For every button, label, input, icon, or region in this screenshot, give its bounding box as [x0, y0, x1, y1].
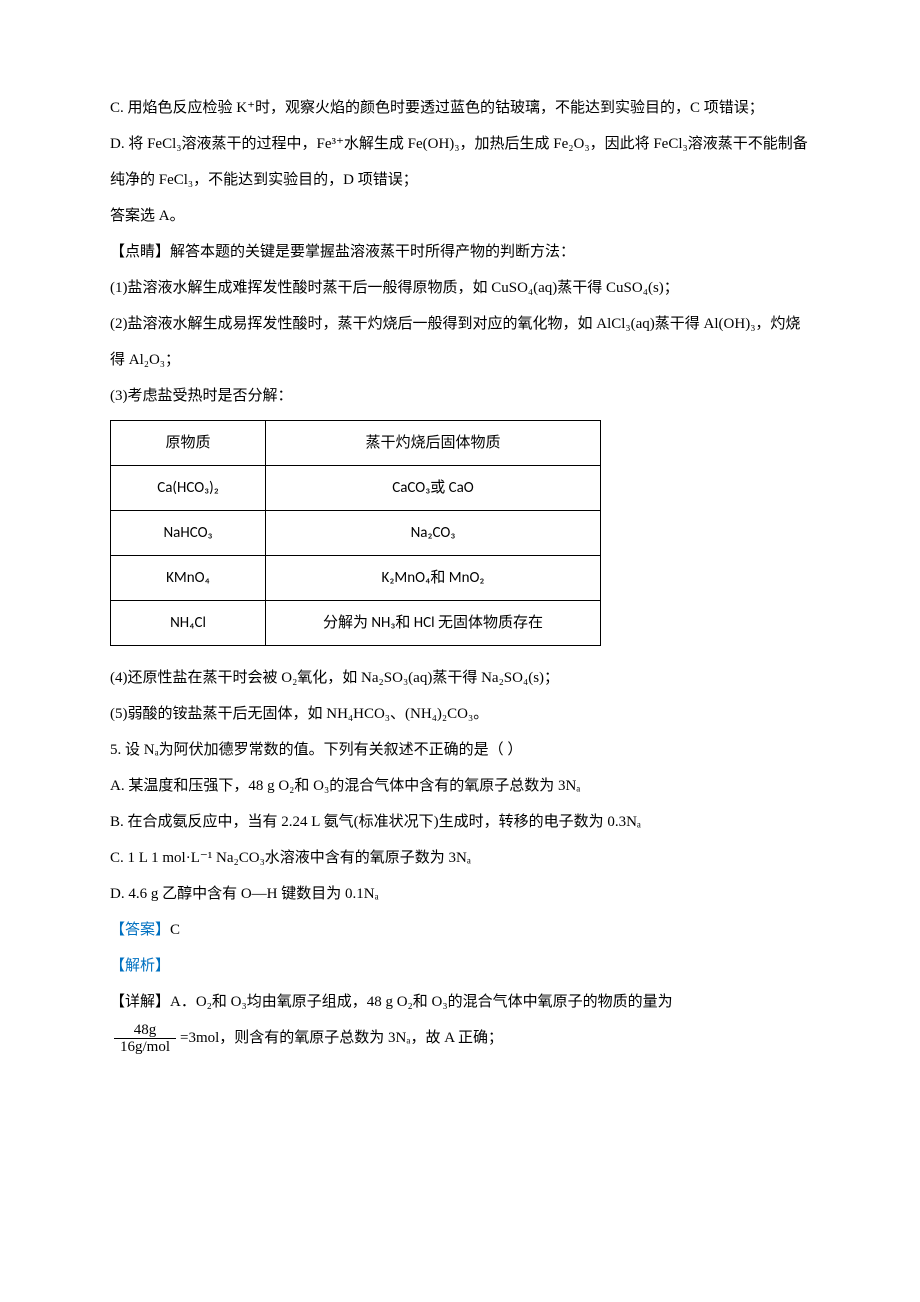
table-header-row: 原物质 蒸干灼烧后固体物质 — [111, 421, 601, 466]
option-d-text: D. 将 FeCl₃溶液蒸干的过程中，Fe³⁺水解生成 Fe(OH)₃，加热后生… — [110, 126, 810, 198]
fraction-numerator: 48g — [114, 1022, 176, 1040]
table-row: KMnO₄ K₂MnO₄和 MnO₂ — [111, 556, 601, 601]
answer-line: 答案选 A。 — [110, 198, 810, 234]
table-cell: NH₄Cl — [111, 601, 266, 646]
question-5-option-c: C. 1 L 1 mol·L⁻¹ Na₂CO₃水溶液中含有的氧原子数为 3Nₐ — [110, 840, 810, 876]
dianjing-line: 【点睛】解答本题的关键是要掌握盐溶液蒸干时所得产物的判断方法： — [110, 234, 810, 270]
detail-line: 【详解】A．O₂和 O₃均由氧原子组成，48 g O₂和 O₃的混合气体中氧原子… — [110, 984, 810, 1020]
fraction-denominator: 16g/mol — [114, 1039, 176, 1056]
table-row: NaHCO₃ Na₂CO₃ — [111, 511, 601, 556]
table-cell: 分解为 NH₃和 HCl 无固体物质存在 — [266, 601, 601, 646]
question-5-option-b: B. 在合成氨反应中，当有 2.24 L 氨气(标准状况下)生成时，转移的电子数… — [110, 804, 810, 840]
answer-value: C — [170, 922, 180, 938]
decomposition-table: 原物质 蒸干灼烧后固体物质 Ca(HCO₃)₂ CaCO₃或 CaO NaHCO… — [110, 420, 601, 646]
option-c-text: C. 用焰色反应检验 K⁺时，观察火焰的颜色时要透过蓝色的钴玻璃，不能达到实验目… — [110, 90, 810, 126]
table-cell: Ca(HCO₃)₂ — [111, 466, 266, 511]
table-row: NH₄Cl 分解为 NH₃和 HCl 无固体物质存在 — [111, 601, 601, 646]
table-cell: NaHCO₃ — [111, 511, 266, 556]
document-page: C. 用焰色反应检验 K⁺时，观察火焰的颜色时要透过蓝色的钴玻璃，不能达到实验目… — [0, 0, 920, 1302]
question-5-stem: 5. 设 Nₐ为阿伏加德罗常数的值。下列有关叙述不正确的是（ ） — [110, 732, 810, 768]
question-5-option-a: A. 某温度和压强下，48 g O₂和 O₃的混合气体中含有的氧原子总数为 3N… — [110, 768, 810, 804]
answer-label: 【答案】 — [110, 922, 170, 938]
table-cell: KMnO₄ — [111, 556, 266, 601]
point-1: (1)盐溶液水解生成难挥发性酸时蒸干后一般得原物质，如 CuSO₄(aq)蒸干得… — [110, 270, 810, 306]
detail-tail: =3mol，则含有的氧原子总数为 3Nₐ，故 A 正确； — [180, 1030, 503, 1046]
fraction-line: 48g 16g/mol =3mol，则含有的氧原子总数为 3Nₐ，故 A 正确； — [110, 1020, 810, 1056]
answer-block: 【答案】C — [110, 912, 810, 948]
table-header-cell: 蒸干灼烧后固体物质 — [266, 421, 601, 466]
point-4: (4)还原性盐在蒸干时会被 O₂氧化，如 Na₂SO₃(aq)蒸干得 Na₂SO… — [110, 660, 810, 696]
point-2: (2)盐溶液水解生成易挥发性酸时，蒸干灼烧后一般得到对应的氧化物，如 AlCl₃… — [110, 306, 810, 378]
table-cell: CaCO₃或 CaO — [266, 466, 601, 511]
fraction: 48g 16g/mol — [114, 1022, 176, 1056]
table-header-cell: 原物质 — [111, 421, 266, 466]
table-cell: Na₂CO₃ — [266, 511, 601, 556]
point-3: (3)考虑盐受热时是否分解： — [110, 378, 810, 414]
point-5: (5)弱酸的铵盐蒸干后无固体，如 NH₄HCO₃、(NH₄)₂CO₃。 — [110, 696, 810, 732]
table-cell: K₂MnO₄和 MnO₂ — [266, 556, 601, 601]
analysis-label: 【解析】 — [110, 948, 810, 984]
question-5-option-d: D. 4.6 g 乙醇中含有 O—H 键数目为 0.1Nₐ — [110, 876, 810, 912]
table-row: Ca(HCO₃)₂ CaCO₃或 CaO — [111, 466, 601, 511]
